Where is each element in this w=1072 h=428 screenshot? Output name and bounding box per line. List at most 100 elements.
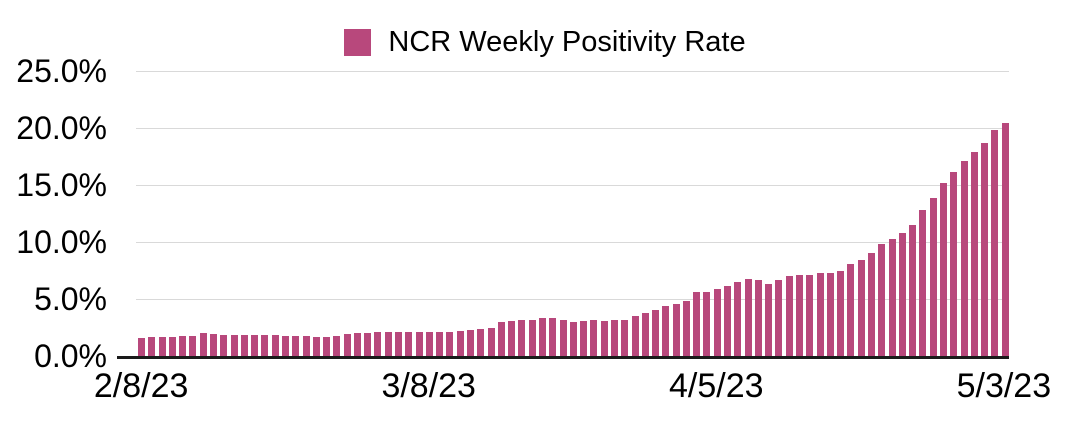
y-tick-label: 25.0% — [0, 55, 107, 87]
y-tick-label: 10.0% — [0, 226, 107, 258]
bar — [734, 282, 741, 356]
bar — [652, 310, 659, 356]
x-tick-label: 4/5/23 — [669, 366, 764, 406]
bar — [971, 152, 978, 356]
bar — [878, 244, 885, 356]
bar — [570, 322, 577, 356]
bar — [498, 322, 505, 356]
bar — [189, 336, 196, 356]
bar — [847, 264, 854, 356]
bar — [508, 321, 515, 356]
bar — [1002, 123, 1009, 356]
bar — [950, 172, 957, 356]
bar — [673, 304, 680, 356]
bar — [477, 329, 484, 356]
bar — [560, 320, 567, 356]
bar — [200, 333, 207, 356]
y-axis: 25.0%20.0%15.0%10.0%5.0%0.0% — [0, 71, 107, 356]
bar — [344, 334, 351, 356]
bar — [693, 292, 700, 356]
bar — [796, 275, 803, 356]
bar — [426, 332, 433, 356]
bar — [529, 320, 536, 356]
legend-label: NCR Weekly Positivity Rate — [388, 27, 745, 58]
bar — [231, 335, 238, 356]
y-tick-label: 15.0% — [0, 169, 107, 201]
bar — [837, 271, 844, 357]
bar — [621, 320, 628, 356]
bar — [354, 333, 361, 356]
bar — [159, 337, 166, 356]
bar — [292, 336, 299, 356]
bar — [539, 318, 546, 356]
bar — [786, 276, 793, 356]
bar-series — [138, 71, 1009, 356]
x-axis-line — [117, 356, 1009, 359]
bar — [395, 332, 402, 356]
bar — [251, 335, 258, 356]
bar — [138, 338, 145, 356]
bar — [632, 316, 639, 356]
bar — [303, 336, 310, 356]
bar — [724, 286, 731, 356]
bar — [611, 320, 618, 356]
bar — [179, 336, 186, 356]
bar — [961, 161, 968, 356]
y-tick-label: 20.0% — [0, 112, 107, 144]
bar — [601, 321, 608, 356]
bar — [714, 289, 721, 356]
bar — [991, 130, 998, 356]
bar — [549, 318, 556, 356]
bar — [580, 321, 587, 356]
bar — [940, 183, 947, 356]
bar — [446, 332, 453, 357]
bar — [220, 335, 227, 356]
bar — [457, 331, 464, 356]
bar — [364, 333, 371, 356]
bar — [405, 332, 412, 357]
bar — [148, 337, 155, 356]
x-tick-label: 5/3/23 — [957, 366, 1052, 406]
bar — [385, 332, 392, 356]
bar — [899, 233, 906, 356]
bar — [436, 332, 443, 356]
legend-swatch-icon — [344, 29, 371, 56]
bar — [467, 330, 474, 356]
y-tick-label: 0.0% — [0, 340, 107, 372]
y-tick-label: 5.0% — [0, 283, 107, 315]
bar — [282, 336, 289, 356]
bar — [488, 328, 495, 357]
bar — [662, 306, 669, 356]
bar — [590, 320, 597, 356]
bar — [642, 313, 649, 356]
bar — [683, 301, 690, 356]
chart-legend: NCR Weekly Positivity Rate — [108, 27, 982, 58]
bar — [919, 210, 926, 356]
positivity-rate-bar-chart: NCR Weekly Positivity Rate 25.0% 20.0% 15.… — [0, 0, 1072, 428]
bar — [755, 280, 762, 356]
bar — [930, 198, 937, 356]
bar — [817, 273, 824, 356]
x-tick-label: 2/8/23 — [94, 366, 189, 406]
x-tick-label: 3/8/23 — [381, 366, 476, 406]
bar — [210, 334, 217, 356]
bar — [374, 332, 381, 356]
bar — [981, 143, 988, 356]
bar — [775, 280, 782, 356]
x-axis: 2/8/233/8/234/5/235/3/23 — [136, 366, 1009, 411]
bar — [765, 284, 772, 356]
bar — [416, 332, 423, 357]
bar — [333, 336, 340, 356]
bar — [518, 320, 525, 356]
bar — [261, 335, 268, 356]
bar — [806, 275, 813, 356]
bar — [323, 337, 330, 356]
bar — [909, 225, 916, 356]
bar — [858, 260, 865, 356]
bar — [272, 335, 279, 356]
bar — [889, 239, 896, 356]
bar — [868, 253, 875, 356]
plot-area — [136, 71, 1009, 356]
bar — [745, 279, 752, 356]
bar — [703, 292, 710, 356]
